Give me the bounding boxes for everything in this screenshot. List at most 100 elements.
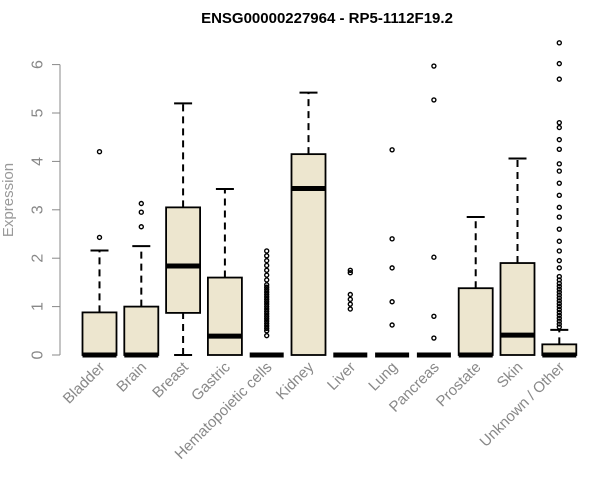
x-tick-label: Brain <box>113 359 150 396</box>
outlier-point <box>138 200 145 207</box>
outlier-point <box>264 308 270 315</box>
outlier-point <box>264 325 270 332</box>
x-tick-label: Skin <box>494 359 527 392</box>
outlier-point <box>556 283 562 289</box>
y-tick-label: 1 <box>30 302 47 311</box>
outlier-point <box>347 270 353 276</box>
outlier-point <box>556 312 562 319</box>
outlier-point <box>556 214 562 220</box>
x-tick-label: Kidney <box>273 358 318 403</box>
outlier-point <box>264 284 270 290</box>
box <box>81 311 118 356</box>
outlier-point <box>264 286 270 293</box>
x-tick-label: Breast <box>149 358 192 401</box>
y-axis-label: Expression <box>0 163 17 237</box>
outlier-point <box>264 296 270 303</box>
outlier-point <box>264 267 270 273</box>
box-brain <box>123 200 160 358</box>
y-tick-label: 6 <box>30 60 47 69</box>
outlier-point <box>389 236 395 242</box>
box-gastric <box>206 187 243 356</box>
outlier-point <box>264 294 270 300</box>
outlier-point <box>556 265 562 271</box>
outlier-point <box>138 209 145 215</box>
outlier-point <box>556 119 562 126</box>
outlier-point <box>556 324 562 330</box>
box <box>457 287 494 356</box>
box <box>165 206 202 314</box>
outlier-point <box>556 204 562 211</box>
outlier-point <box>431 335 437 341</box>
outlier-point <box>264 291 270 298</box>
outlier-point <box>264 272 270 278</box>
outlier-point <box>264 332 270 339</box>
outlier-point <box>556 318 562 324</box>
box-liver <box>333 267 368 358</box>
outlier-point <box>389 265 395 271</box>
outlier-point <box>556 321 562 327</box>
box <box>123 305 160 356</box>
y-tick-label: 5 <box>30 108 47 117</box>
outlier-point <box>96 149 103 155</box>
outlier-point <box>264 318 270 324</box>
outlier-point <box>556 76 562 82</box>
outlier-point <box>556 238 562 244</box>
outlier-point <box>347 301 353 307</box>
outlier-point <box>264 316 270 322</box>
box-kidney <box>290 91 327 356</box>
outlier-point <box>389 147 395 153</box>
outlier-point <box>431 254 437 260</box>
box-pancreas <box>416 63 451 358</box>
outlier-point <box>556 146 562 153</box>
outlier-point <box>264 323 270 329</box>
outlier-point <box>556 286 562 292</box>
outlier-point <box>264 282 270 288</box>
box <box>499 262 536 356</box>
box-skin <box>499 157 536 356</box>
box <box>290 153 327 356</box>
outlier-point <box>389 299 395 305</box>
y-tick-label: 0 <box>30 350 47 359</box>
outlier-point <box>556 306 562 313</box>
outlier-point <box>264 311 270 317</box>
outlier-point <box>264 301 270 307</box>
outlier-point <box>347 306 353 312</box>
box <box>206 276 243 356</box>
box-prostate <box>457 216 494 358</box>
outlier-point <box>556 298 562 304</box>
outlier-point <box>556 180 562 186</box>
x-tick-label: Liver <box>324 359 359 394</box>
outlier-point <box>264 248 270 254</box>
outlier-point <box>138 224 145 230</box>
x-tick-label: Prostate <box>433 359 485 411</box>
outlier-point <box>556 289 562 295</box>
outlier-point <box>347 267 353 273</box>
outlier-point <box>264 257 270 264</box>
y-tick-label: 2 <box>30 254 47 263</box>
outlier-point <box>264 253 270 259</box>
x-tick-label: Lung <box>365 359 401 395</box>
outlier-point <box>264 313 270 319</box>
outlier-point <box>556 300 562 307</box>
outlier-point <box>347 291 353 298</box>
outlier-point <box>264 320 270 327</box>
outlier-point <box>556 226 562 232</box>
outlier-point <box>556 257 562 264</box>
x-tick-label: Bladder <box>60 359 109 408</box>
outlier-point <box>264 303 270 310</box>
box-breast <box>165 102 202 356</box>
outlier-point <box>556 161 562 167</box>
outlier-point <box>556 124 562 131</box>
outlier-point <box>431 97 437 103</box>
outlier-point <box>431 63 437 69</box>
outlier-point <box>556 136 562 143</box>
outlier-point <box>556 273 562 280</box>
outlier-point <box>264 306 270 312</box>
outlier-point <box>264 262 270 269</box>
outlier-point <box>431 313 437 319</box>
box-bladder <box>81 149 118 358</box>
y-tick-label: 3 <box>30 205 47 214</box>
box-unknown-other <box>541 40 578 358</box>
